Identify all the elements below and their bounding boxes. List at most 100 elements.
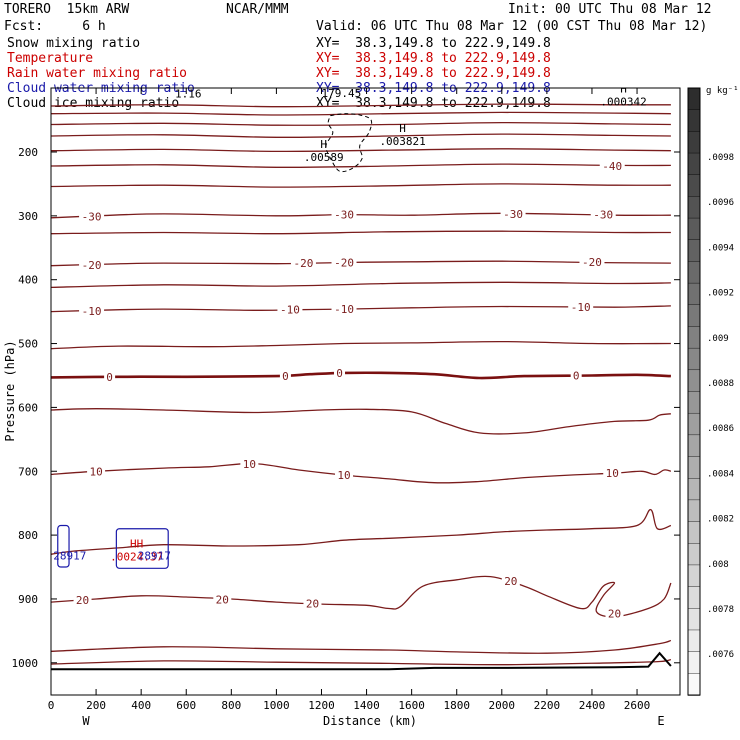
extremum-mark: HH [130, 537, 143, 550]
y-tick-label: 500 [18, 338, 38, 351]
field-label-rain: Rain water mixing ratio [7, 66, 188, 81]
colorbar-cell [687, 87, 701, 111]
temperature-contour [51, 281, 671, 289]
temperature-label: -30 [593, 209, 613, 222]
temperature-label-bg [79, 210, 105, 223]
temperature-label: 20 [76, 594, 89, 607]
plot-contents: -40 -30 -30 -30 -30 -20 -20 -20 -20 -10 -10 -10 -10 0… [51, 83, 672, 671]
temperature-label: -20 [334, 256, 354, 269]
field-label-temperature: Temperature [7, 51, 94, 66]
colorbar-cell [687, 478, 701, 501]
temperature-contour [51, 371, 671, 380]
extremum-value: .003821 [379, 135, 425, 148]
colorbar-cell [687, 456, 701, 479]
cloud-water-outline [57, 524, 70, 568]
temperature-label-bg [331, 208, 357, 221]
colorbar-cell [687, 651, 701, 675]
y-tick-label: 300 [18, 210, 38, 223]
colorbar-cell [687, 347, 701, 371]
x-tick-label: 1200 [308, 699, 335, 712]
temperature-label-bg [501, 575, 520, 588]
temperature-label-bg [579, 255, 605, 268]
colorbar-cell [687, 543, 701, 566]
colorbar-cell [687, 391, 701, 414]
temperature-label: 20 [608, 608, 621, 621]
temperature-label-bg [213, 593, 232, 606]
overlay-label: 179.45 [321, 87, 361, 100]
temperature-label: -10 [280, 304, 300, 317]
colorbar-cell [687, 521, 701, 544]
colorbar-frame [687, 87, 701, 696]
y-tick-label: 1000 [12, 657, 39, 670]
temperature-label: -30 [503, 208, 523, 221]
temperature-label: -20 [82, 259, 102, 272]
extremum-value: .000342 [600, 96, 646, 109]
colorbar-cell [687, 499, 701, 523]
cloud-water-outline [115, 528, 169, 569]
terrain-line [51, 651, 672, 671]
header-fcst: Fcst: 6 h [4, 19, 106, 34]
temperature-label-bg [79, 259, 105, 272]
temperature-label: -20 [294, 257, 314, 270]
temperature-label-bg [570, 369, 582, 382]
colorbar-tick-label: .0078 [707, 605, 734, 615]
temperature-contour [51, 639, 672, 654]
field-xy-snow: XY= 38.3,149.8 to 222.9,149.8 [316, 36, 551, 51]
extremum-mark: H [620, 83, 627, 96]
header-model: TORERO 15km ARW [4, 2, 130, 17]
colorbar-tick-label: .0088 [707, 379, 734, 389]
temperature-contour [51, 148, 671, 153]
x-tick-label: 2400 [579, 699, 606, 712]
temperature-contour [51, 121, 671, 126]
colorbar-cell [687, 369, 701, 393]
x-tick-label: 400 [131, 699, 151, 712]
west-label: W [82, 714, 90, 728]
colorbar-cell [687, 673, 701, 696]
temperature-contour [51, 508, 672, 555]
colorbar-tick-label: .0084 [707, 469, 734, 479]
temperature-contour [51, 408, 671, 435]
x-tick-label: 2600 [624, 699, 651, 712]
colorbar-units: g kg⁻¹ [706, 86, 739, 96]
temperature-label-bg [334, 366, 346, 379]
temperature-label-bg [279, 370, 291, 383]
temperature-label: 0 [573, 369, 580, 382]
temperature-label-bg [290, 257, 316, 270]
colorbar-cell [687, 304, 701, 328]
temperature-label: -40 [602, 160, 622, 173]
overlay-label: 28917 [53, 549, 86, 562]
y-tick-label: 400 [18, 274, 38, 287]
colorbar-tick-label: .0086 [707, 424, 734, 434]
temperature-contour [51, 575, 672, 618]
colorbar-tick-label: .0092 [707, 289, 734, 299]
temperature-label: 0 [282, 370, 289, 383]
x-tick-label: 0 [48, 699, 55, 712]
temperature-contour [51, 103, 671, 108]
colorbar-cell [687, 412, 701, 436]
overlay-label: 28917 [138, 549, 171, 562]
colorbar-cell [687, 217, 701, 241]
temperature-label: 10 [243, 458, 256, 471]
temperature-label-bg [331, 303, 357, 316]
field-xy-rain: XY= 38.3,149.8 to 222.9,149.8 [316, 66, 551, 81]
east-label: E [657, 714, 664, 728]
colorbar-cell [687, 326, 701, 349]
temperature-label-bg [568, 301, 594, 314]
temperature-label: -10 [571, 301, 591, 314]
temperature-label-bg [277, 303, 303, 316]
temperature-contour [51, 260, 671, 267]
temperature-contour [51, 462, 672, 484]
temperature-label: -20 [582, 256, 602, 269]
cloud-ice-contour [325, 113, 373, 173]
temperature-label-bg [603, 467, 622, 480]
colorbar-cell [687, 239, 701, 263]
temperature-label: -30 [334, 209, 354, 222]
x-tick-label: 200 [86, 699, 106, 712]
temperature-label: 10 [606, 467, 619, 480]
y-axis-label: Pressure (hPa) [3, 340, 17, 441]
colorbar: .0098 .0096 .0094 .0092 .009 .0088 .0086 .0084.… [687, 87, 734, 696]
x-tick-label: 1600 [398, 699, 425, 712]
colorbar-cell [687, 629, 701, 653]
temperature-label: 20 [216, 594, 229, 607]
